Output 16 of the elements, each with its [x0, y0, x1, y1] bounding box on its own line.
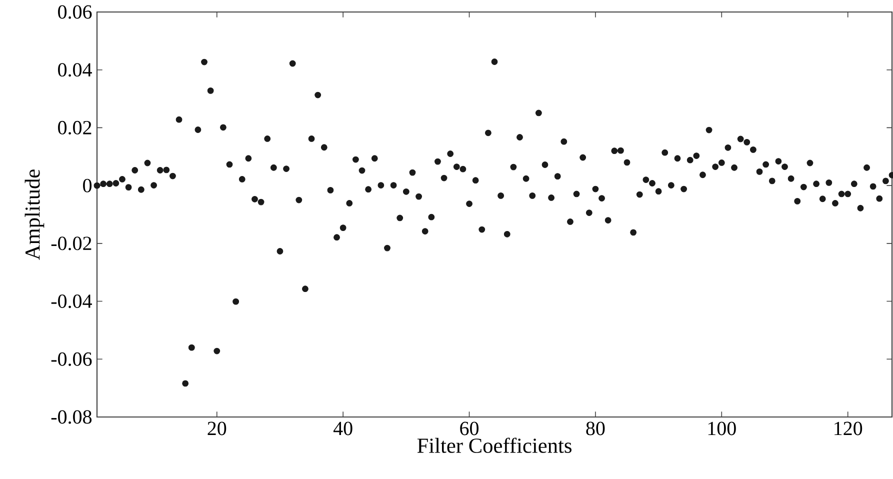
y-tick-label: -0.08 — [51, 410, 92, 424]
y-tick-label: -0.04 — [51, 294, 92, 308]
x-tick-label: 60 — [460, 422, 479, 436]
y-tick-label: -0.02 — [51, 236, 92, 250]
y-tick-label: -0.06 — [51, 352, 92, 366]
x-tick-label: 100 — [708, 422, 736, 436]
x-tick-label: 80 — [586, 422, 605, 436]
x-tick-label: 20 — [208, 422, 226, 436]
y-tick-label: 0.06 — [58, 5, 92, 19]
x-tick-label: 40 — [333, 422, 352, 436]
y-tick-label: 0 — [83, 178, 92, 192]
x-tick-label: 120 — [834, 422, 862, 436]
y-tick-label: 0.04 — [58, 63, 92, 77]
y-tick-label: 0.02 — [58, 120, 92, 135]
x-axis-title: Filter Coefficients — [417, 438, 572, 453]
y-axis-title: Amplitude — [24, 170, 44, 260]
